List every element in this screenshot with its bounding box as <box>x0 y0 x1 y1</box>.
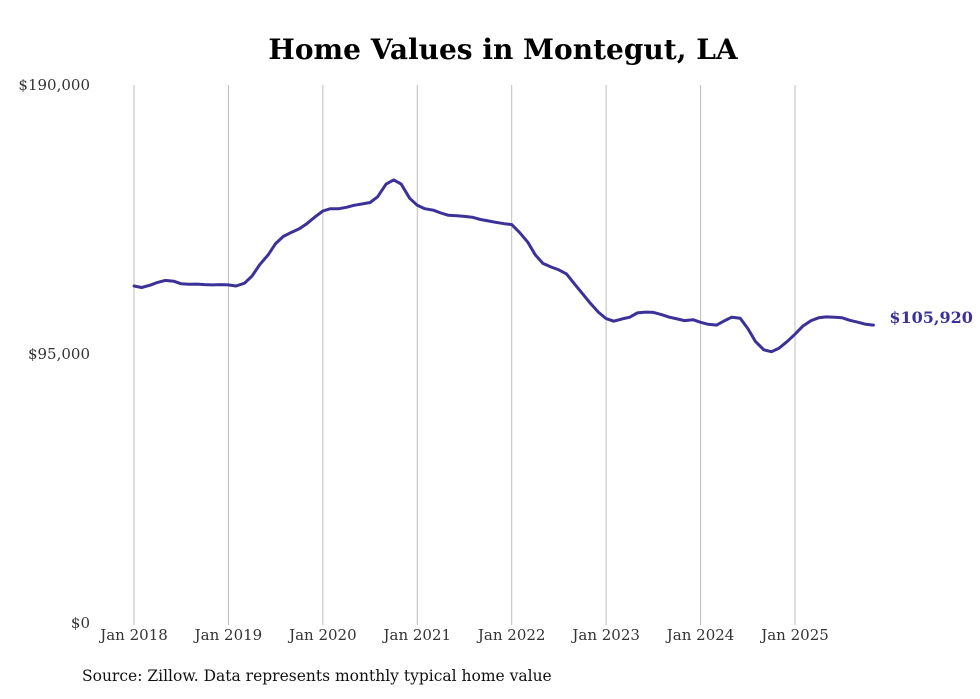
chart-title: Home Values in Montegut, LA <box>268 33 739 66</box>
x-tick-label: Jan 2022 <box>476 626 546 644</box>
y-axis-ticks: $0 $95,000 $190,000 <box>18 76 90 632</box>
end-value-label: $105,920 <box>889 308 973 327</box>
y-tick-label: $95,000 <box>28 345 90 363</box>
x-tick-label: Jan 2024 <box>665 626 735 644</box>
y-tick-label: $190,000 <box>18 76 90 94</box>
x-axis-ticks: Jan 2018 Jan 2019 Jan 2020 Jan 2021 Jan 2022… <box>98 626 829 644</box>
series-line-home-value <box>132 178 875 354</box>
gridlines <box>133 85 796 625</box>
x-tick-label: Jan 2025 <box>759 626 829 644</box>
x-tick-label: Jan 2021 <box>382 626 452 644</box>
x-tick-label: Jan 2020 <box>287 626 357 644</box>
x-tick-label: Jan 2023 <box>570 626 640 644</box>
y-tick-label: $0 <box>71 614 90 632</box>
source-note: Source: Zillow. Data represents monthly … <box>82 667 552 685</box>
x-tick-label: Jan 2018 <box>98 626 168 644</box>
x-tick-label: Jan 2019 <box>193 626 263 644</box>
